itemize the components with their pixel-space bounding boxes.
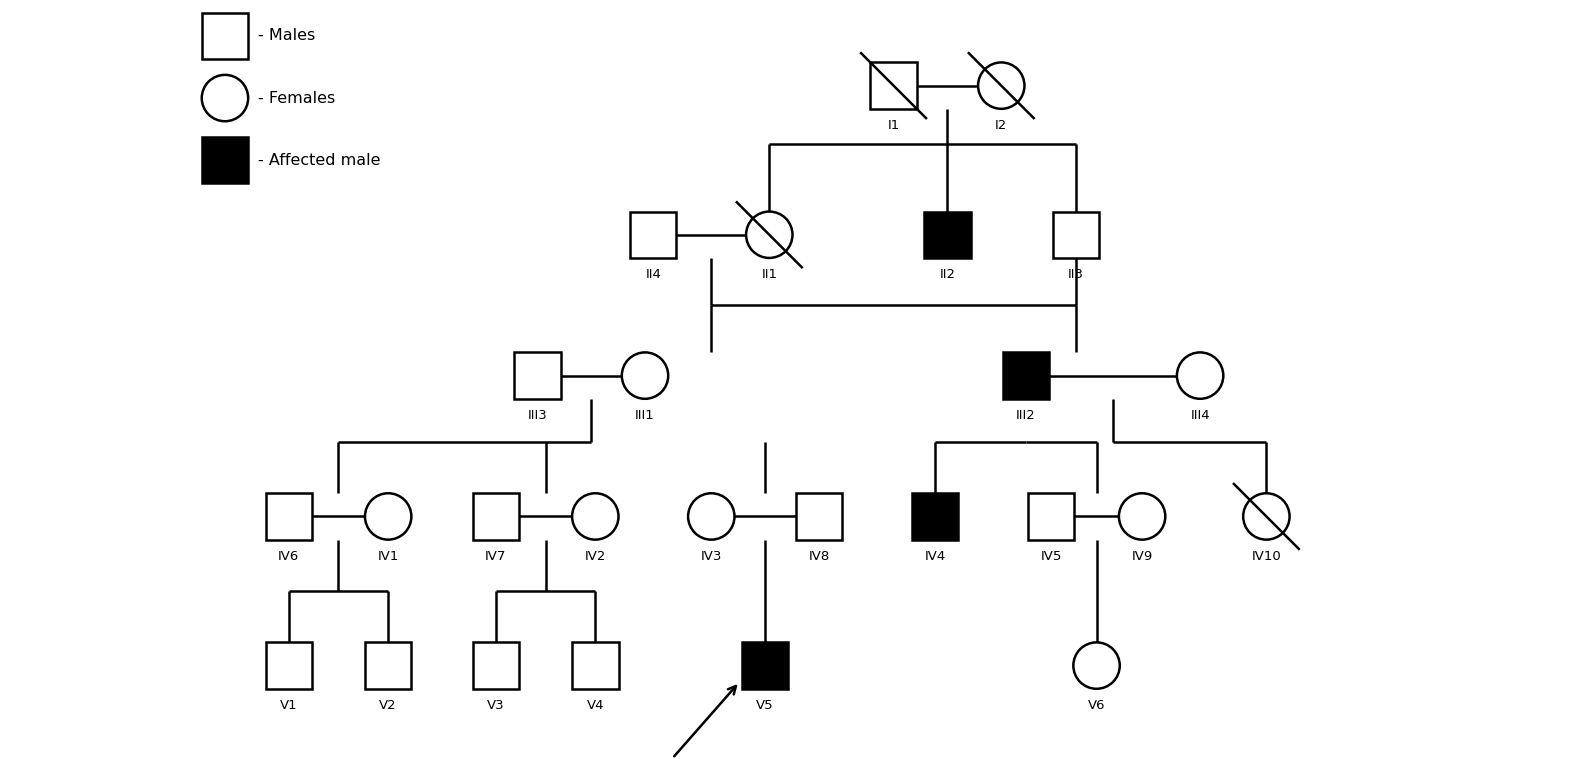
Bar bbox=[365, 642, 411, 688]
Circle shape bbox=[689, 493, 735, 540]
Circle shape bbox=[1177, 352, 1223, 398]
Text: III2: III2 bbox=[1016, 409, 1036, 422]
Text: V1: V1 bbox=[280, 699, 297, 712]
Text: - Females: - Females bbox=[258, 90, 335, 106]
Bar bbox=[472, 642, 520, 688]
Text: III1: III1 bbox=[635, 409, 654, 422]
Bar bbox=[1027, 493, 1074, 540]
Text: I2: I2 bbox=[995, 118, 1008, 132]
Bar bbox=[1003, 352, 1049, 398]
Circle shape bbox=[746, 212, 793, 258]
Bar bbox=[572, 642, 618, 688]
Text: IV2: IV2 bbox=[585, 550, 607, 562]
Bar bbox=[1052, 212, 1100, 258]
Text: - Males: - Males bbox=[258, 28, 316, 43]
Text: III3: III3 bbox=[528, 409, 547, 422]
Text: IV8: IV8 bbox=[809, 550, 830, 562]
Text: II4: II4 bbox=[645, 268, 662, 281]
Circle shape bbox=[1119, 493, 1166, 540]
Text: IV7: IV7 bbox=[485, 550, 507, 562]
Bar bbox=[265, 642, 311, 688]
Text: III4: III4 bbox=[1190, 409, 1210, 422]
Text: II3: II3 bbox=[1068, 268, 1084, 281]
Circle shape bbox=[202, 75, 248, 121]
Circle shape bbox=[365, 493, 411, 540]
Text: IV4: IV4 bbox=[924, 550, 945, 562]
Text: IV3: IV3 bbox=[700, 550, 722, 562]
Text: IV10: IV10 bbox=[1251, 550, 1281, 562]
Bar bbox=[265, 493, 311, 540]
Bar bbox=[924, 212, 970, 258]
Circle shape bbox=[1243, 493, 1289, 540]
Text: V6: V6 bbox=[1087, 699, 1106, 712]
Text: II1: II1 bbox=[762, 268, 777, 281]
Circle shape bbox=[572, 493, 618, 540]
Bar bbox=[202, 137, 248, 184]
Bar bbox=[796, 493, 842, 540]
Text: V3: V3 bbox=[487, 699, 504, 712]
Text: - Affected male: - Affected male bbox=[258, 153, 381, 168]
Bar bbox=[630, 212, 676, 258]
Bar bbox=[514, 352, 561, 398]
Text: IV9: IV9 bbox=[1131, 550, 1153, 562]
Bar bbox=[743, 642, 788, 688]
Bar bbox=[871, 62, 916, 109]
Text: II2: II2 bbox=[940, 268, 956, 281]
Circle shape bbox=[623, 352, 668, 398]
Bar bbox=[202, 13, 248, 59]
Text: V4: V4 bbox=[586, 699, 604, 712]
Text: V5: V5 bbox=[757, 699, 774, 712]
Circle shape bbox=[978, 62, 1024, 109]
Text: I1: I1 bbox=[888, 118, 899, 132]
Text: V2: V2 bbox=[379, 699, 397, 712]
Bar bbox=[912, 493, 957, 540]
Text: IV1: IV1 bbox=[378, 550, 398, 562]
Text: IV6: IV6 bbox=[278, 550, 299, 562]
Text: IV5: IV5 bbox=[1040, 550, 1062, 562]
Bar bbox=[472, 493, 520, 540]
Circle shape bbox=[1073, 642, 1120, 688]
